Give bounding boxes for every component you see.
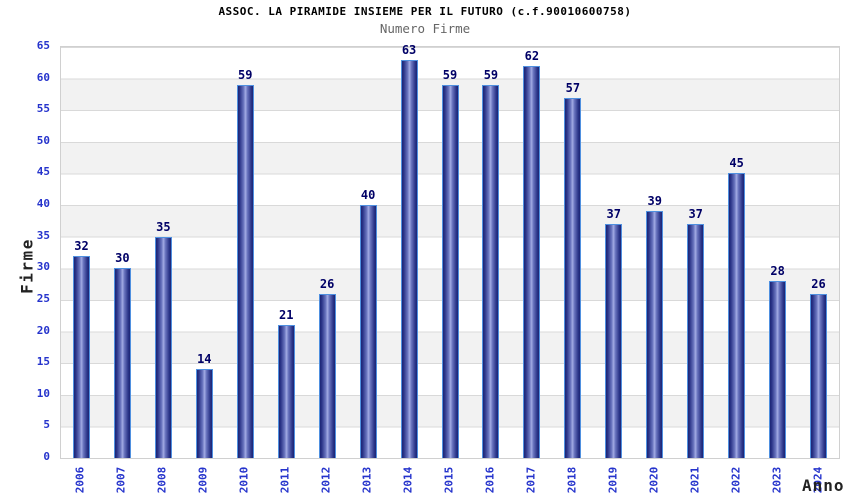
x-tick-label: 2010	[237, 466, 251, 494]
x-tick-label: 2018	[565, 466, 579, 494]
bar-2011	[277, 325, 295, 458]
x-tick-label: 2014	[401, 466, 415, 494]
x-tick-label: 2009	[196, 466, 210, 494]
bar-2010	[236, 85, 254, 458]
y-tick-label: 15	[36, 355, 50, 369]
x-tick-label: 2017	[524, 466, 538, 494]
bar-value-label: 37	[688, 207, 703, 221]
bar-2014	[400, 60, 418, 458]
x-tick-label: 2006	[73, 466, 87, 494]
bar-2022	[728, 173, 746, 458]
x-tick-label: 2012	[319, 466, 333, 494]
x-tick-label: 2016	[483, 466, 497, 494]
bar-2016	[482, 85, 500, 458]
bar-2021	[687, 224, 705, 458]
bar-2006	[72, 256, 90, 458]
y-tick-label: 55	[36, 102, 50, 116]
bar-value-label: 40	[360, 188, 376, 202]
y-tick-label: 50	[36, 133, 50, 147]
bar-2007	[113, 268, 131, 458]
y-tick-label: 65	[36, 39, 50, 52]
y-tick-label: 30	[36, 260, 50, 274]
bar-value-label: 39	[647, 194, 662, 208]
bar-value-label: 63	[401, 43, 417, 57]
bar-2009	[195, 369, 213, 458]
bar-value-label: 37	[606, 207, 621, 221]
y-tick-label: 25	[36, 291, 50, 305]
bar-value-label: 59	[238, 68, 253, 82]
y-tick-label: 0	[43, 450, 50, 463]
bar-value-label: 59	[483, 68, 499, 82]
bar-2013	[359, 205, 377, 458]
bar-2024	[810, 294, 828, 458]
bar-2015	[441, 85, 459, 458]
bar-value-label: 35	[156, 220, 171, 234]
x-tick-label: 2020	[647, 466, 661, 494]
y-tick-label: 45	[36, 165, 50, 179]
bar-value-label: 45	[729, 156, 744, 170]
x-tick-label: 2021	[688, 466, 702, 494]
bar-value-label: 62	[524, 49, 540, 63]
bar-2020	[646, 211, 664, 458]
x-tick-label: 2015	[442, 466, 456, 494]
y-tick-label: 40	[36, 197, 50, 211]
x-tick-label: 2019	[606, 466, 620, 494]
chart-subtitle: Numero Firme	[379, 21, 471, 36]
plot-area: 32 30 35 14 59 21 26 40 63 59 59 62 57 37 39 37 45 28 26	[60, 43, 840, 459]
y-tick-label: 10	[36, 386, 50, 400]
bar-2018	[564, 98, 582, 458]
x-tick-label: 2007	[114, 466, 128, 494]
x-tick-label: 2008	[155, 466, 169, 494]
bar-2017	[523, 66, 541, 458]
y-tick-label: 5	[43, 418, 50, 432]
bar-2008	[154, 237, 172, 458]
x-tick-label: 2023	[770, 466, 784, 494]
x-axis-title: Anno	[802, 476, 845, 495]
bar-value-label: 32	[74, 239, 89, 253]
bar-value-label: 30	[115, 251, 130, 265]
bar-value-label: 26	[811, 277, 826, 291]
bar-value-label: 14	[197, 352, 212, 366]
bar-value-label: 59	[442, 68, 458, 82]
bar-2023	[769, 281, 787, 458]
y-tick-label: 35	[36, 228, 50, 242]
y-tick-label: 20	[36, 323, 50, 337]
bar-value-label: 28	[770, 264, 785, 278]
x-tick-label: 2013	[360, 466, 374, 494]
chart-title: ASSOC. LA PIRAMIDE INSIEME PER IL FUTURO…	[218, 5, 632, 18]
bar-2019	[605, 224, 623, 458]
bar-2012	[318, 294, 336, 458]
y-tick-label: 60	[36, 70, 50, 84]
x-tick-label: 2011	[278, 466, 292, 494]
bar-value-label: 26	[319, 277, 335, 291]
bar-value-label: 57	[565, 81, 581, 95]
x-tick-label: 2022	[729, 466, 743, 494]
bar-value-label: 21	[278, 308, 294, 322]
